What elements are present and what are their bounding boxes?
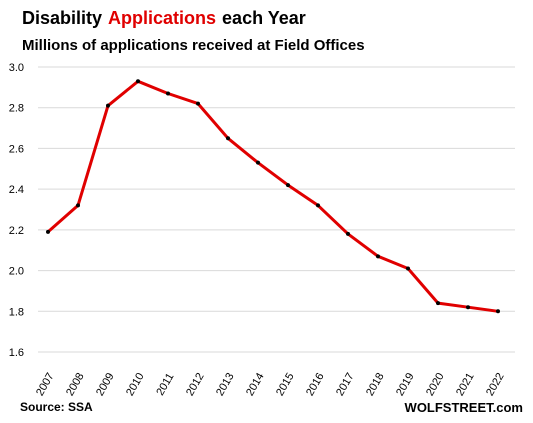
x-tick-label: 2008 — [64, 371, 87, 398]
y-tick-label: 1.8 — [9, 306, 24, 318]
x-tick-label: 2009 — [94, 371, 117, 398]
data-point — [436, 301, 440, 306]
data-point — [166, 91, 170, 96]
x-tick-label: 2016 — [304, 371, 327, 398]
chart-title-part-3: each Year — [222, 8, 306, 28]
x-tick-label: 2014 — [244, 371, 267, 398]
data-point — [376, 254, 380, 259]
source-note: Source: SSA — [20, 400, 93, 414]
x-tick-label: 2010 — [124, 371, 147, 398]
y-tick-label: 1.6 — [9, 347, 24, 359]
y-tick-label: 2.2 — [9, 225, 24, 237]
data-point — [136, 79, 140, 84]
data-point — [316, 203, 320, 208]
chart-title-part-1: Disability — [22, 8, 103, 28]
data-point — [286, 183, 290, 188]
y-tick-label: 2.6 — [9, 143, 24, 155]
data-point — [496, 309, 500, 314]
x-tick-label: 2018 — [364, 371, 387, 398]
data-point — [76, 203, 80, 208]
series-line — [46, 79, 500, 313]
x-tick-label: 2015 — [274, 371, 297, 398]
y-tick-label: 2.8 — [9, 103, 24, 115]
x-tick-label: 2011 — [154, 371, 176, 397]
x-tick-label: 2020 — [424, 371, 447, 398]
x-tick-label: 2019 — [394, 371, 417, 398]
y-tick-label: 2.0 — [9, 266, 24, 278]
y-tick-label: 3.0 — [9, 62, 24, 74]
data-point — [256, 160, 260, 165]
x-tick-label: 2012 — [184, 371, 207, 398]
data-point — [466, 305, 470, 310]
wolfstreet-watermark: WOLFSTREET.com — [404, 400, 523, 415]
x-tick-label: 2017 — [334, 371, 357, 398]
x-tick-label: 2013 — [214, 371, 237, 398]
chart-title-accent: Applications — [108, 8, 217, 28]
chart-subtitle: Millions of applications received at Fie… — [22, 37, 365, 54]
x-tick-label: 2007 — [34, 371, 57, 398]
x-tick-label: 2022 — [484, 371, 507, 398]
data-point — [346, 231, 350, 236]
x-tick-label: 2021 — [454, 371, 477, 398]
data-point — [196, 101, 200, 106]
data-point — [406, 266, 410, 271]
data-point — [46, 229, 50, 234]
y-tick-label: 2.4 — [9, 184, 24, 196]
chart-title: Disability Applications each Year — [22, 8, 306, 29]
data-point — [106, 103, 110, 108]
data-point — [226, 136, 230, 141]
